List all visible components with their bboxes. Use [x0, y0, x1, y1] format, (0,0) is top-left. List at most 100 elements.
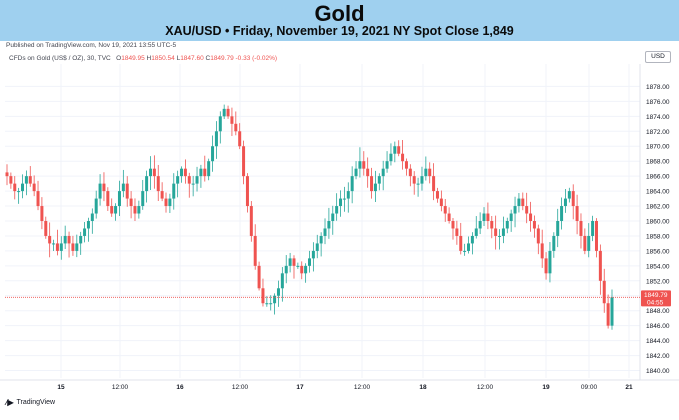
candle-body — [459, 235, 463, 251]
y-tick-label: 1858.00 — [646, 233, 670, 240]
candle-body — [129, 198, 133, 207]
candle-body — [486, 213, 490, 221]
candle-body — [238, 131, 242, 147]
candle-body — [354, 168, 358, 177]
candle-body — [257, 265, 261, 289]
candle-body — [28, 176, 32, 184]
candle-body — [117, 191, 121, 207]
candle-body — [428, 168, 432, 177]
candle-body — [203, 168, 207, 177]
candle-body — [583, 235, 587, 251]
y-tick-label: 1846.00 — [646, 323, 670, 330]
candle-body — [218, 116, 222, 132]
candle-body — [106, 191, 110, 207]
candle-body — [443, 206, 447, 214]
chart-subtitle: XAU/USD • Friday, November 19, 2021 NY S… — [165, 24, 514, 38]
candle-body — [242, 146, 246, 177]
y-tick-label: 1840.00 — [646, 368, 670, 375]
y-tick-label: 1874.00 — [646, 114, 670, 121]
candle-body — [304, 265, 308, 274]
candle-body — [455, 228, 459, 236]
tradingview-icon: ⁄▶ — [6, 398, 14, 407]
candle-body — [207, 161, 211, 177]
candle-body — [401, 153, 405, 162]
candle-body — [141, 191, 145, 207]
candle-body — [273, 295, 277, 304]
candle-body — [17, 191, 21, 193]
candle-body — [350, 176, 354, 192]
candle-body — [199, 168, 203, 177]
candle-body — [385, 161, 389, 169]
candle-body — [552, 235, 556, 251]
candle-body — [44, 221, 48, 236]
candle-body — [331, 213, 335, 221]
candle-body — [276, 288, 280, 296]
candle-body — [9, 176, 13, 184]
candle-body — [498, 235, 502, 237]
candle-body — [501, 228, 505, 236]
candle-body — [362, 161, 366, 169]
candle-body — [269, 303, 273, 305]
candle-body — [373, 183, 377, 192]
candle-body — [187, 176, 191, 184]
candle-body — [606, 303, 610, 326]
candle-body — [377, 176, 381, 184]
y-tick-label: 1844.00 — [646, 338, 670, 345]
candle-body — [544, 258, 548, 274]
candle-body — [13, 183, 17, 192]
candle-body — [412, 176, 416, 184]
candle-body — [521, 198, 525, 207]
x-tick-label: 18 — [419, 384, 427, 391]
brand-name: TradingView — [16, 399, 56, 406]
candle-body — [404, 161, 408, 169]
candle-body — [280, 273, 284, 289]
candle-body — [563, 198, 567, 207]
candle-body — [594, 221, 598, 251]
candle-body — [211, 146, 215, 162]
candle-body — [148, 168, 152, 177]
candle-body — [121, 183, 125, 192]
ohlc-legend: CFDs on Gold (US$ / OZ), 30, TVC O1849.9… — [9, 55, 277, 62]
last-price-countdown: 04:55 — [647, 299, 664, 306]
candle-body — [300, 265, 304, 274]
candle-body — [474, 228, 478, 236]
candle-body — [125, 183, 129, 199]
candle-body — [253, 235, 257, 266]
candle-body — [397, 146, 401, 154]
y-tick-label: 1854.00 — [646, 263, 670, 270]
change-value: -0.33 (-0.02%) — [235, 55, 278, 62]
open-label: O — [116, 55, 122, 62]
x-tick-label: 21 — [625, 384, 633, 391]
candle-body — [463, 250, 467, 252]
candle-body — [296, 265, 300, 267]
candle-body — [509, 213, 513, 221]
y-tick-label: 1870.00 — [646, 144, 670, 151]
candle-body — [245, 176, 249, 207]
candle-body — [137, 206, 141, 214]
candle-body — [435, 191, 439, 199]
y-tick-label: 1856.00 — [646, 248, 670, 255]
candle-body — [470, 235, 474, 244]
candle-body — [133, 206, 137, 214]
x-tick-label: 12:00 — [477, 384, 494, 391]
candle-body — [24, 176, 28, 184]
candle-body — [532, 221, 536, 229]
y-tick-label: 1866.00 — [646, 174, 670, 181]
candle-body — [420, 176, 424, 184]
candle-body — [234, 123, 238, 132]
candle-body — [358, 161, 362, 169]
candle-body — [311, 250, 315, 259]
open-value: 1849.95 — [121, 55, 145, 62]
candle-body — [67, 235, 71, 244]
candle-body — [315, 243, 319, 251]
title-banner — [0, 0, 679, 41]
candle-body — [308, 258, 311, 266]
currency-badge[interactable]: USD — [645, 51, 671, 63]
candle-body — [40, 206, 44, 221]
candle-body — [71, 243, 75, 251]
candle-body — [513, 206, 517, 214]
candle-body — [548, 250, 552, 274]
candle-body — [482, 213, 486, 221]
y-tick-label: 1852.00 — [646, 278, 670, 285]
